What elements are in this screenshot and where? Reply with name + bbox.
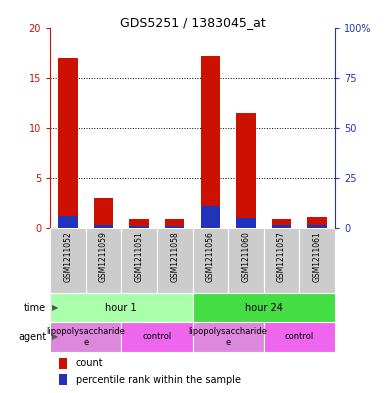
Text: ▶: ▶ — [52, 303, 59, 312]
Bar — [307, 217, 327, 228]
Bar — [50, 228, 85, 293]
Bar — [50, 293, 192, 322]
Bar — [157, 228, 192, 293]
Bar — [58, 216, 78, 228]
Bar — [59, 358, 67, 369]
Bar — [236, 218, 256, 228]
Bar — [85, 228, 121, 293]
Text: GSM1211058: GSM1211058 — [170, 231, 179, 282]
Bar — [236, 113, 256, 228]
Bar — [129, 226, 149, 228]
Bar — [307, 225, 327, 228]
Text: control: control — [285, 332, 314, 342]
Bar — [192, 293, 335, 322]
Text: agent: agent — [18, 332, 46, 342]
Bar — [192, 228, 228, 293]
Bar — [94, 198, 113, 228]
Text: GDS5251 / 1383045_at: GDS5251 / 1383045_at — [120, 16, 265, 29]
Text: hour 24: hour 24 — [245, 303, 283, 312]
Bar — [264, 228, 300, 293]
Text: lipopolysaccharide
e: lipopolysaccharide e — [46, 327, 125, 347]
Bar — [272, 226, 291, 228]
Bar — [228, 228, 264, 293]
Bar — [264, 322, 335, 352]
Text: control: control — [142, 332, 171, 342]
Text: GSM1211061: GSM1211061 — [313, 231, 321, 282]
Bar — [129, 219, 149, 228]
Text: percentile rank within the sample: percentile rank within the sample — [76, 375, 241, 384]
Text: GSM1211057: GSM1211057 — [277, 231, 286, 282]
Bar — [121, 228, 157, 293]
Text: lipopolysaccharide
e: lipopolysaccharide e — [189, 327, 268, 347]
Bar — [121, 322, 192, 352]
Bar — [300, 228, 335, 293]
Bar — [272, 219, 291, 228]
Bar — [58, 57, 78, 228]
Text: ▶: ▶ — [52, 332, 59, 342]
Bar — [165, 219, 184, 228]
Bar — [201, 55, 220, 228]
Bar — [94, 225, 113, 228]
Text: hour 1: hour 1 — [105, 303, 137, 312]
Text: GSM1211052: GSM1211052 — [64, 231, 72, 282]
Text: GSM1211056: GSM1211056 — [206, 231, 215, 282]
Bar — [201, 206, 220, 228]
Bar — [50, 322, 121, 352]
Bar — [165, 226, 184, 228]
Text: time: time — [24, 303, 46, 312]
Text: count: count — [76, 358, 103, 368]
Bar — [59, 374, 67, 385]
Text: GSM1211060: GSM1211060 — [241, 231, 250, 282]
Text: GSM1211051: GSM1211051 — [135, 231, 144, 282]
Bar — [192, 322, 264, 352]
Text: GSM1211059: GSM1211059 — [99, 231, 108, 282]
